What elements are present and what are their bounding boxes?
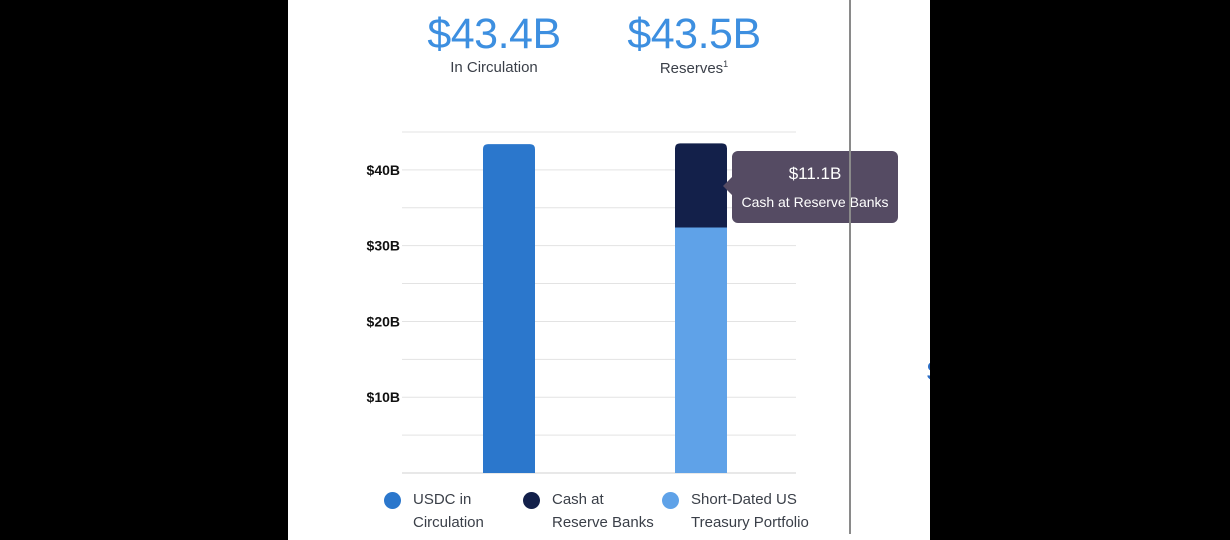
panel-divider <box>849 0 851 534</box>
legend-label-usdc-line1: USDC in <box>413 491 472 508</box>
chart-bars <box>483 143 727 473</box>
bar-segment-short-dated-us-treasury-portfolio[interactable] <box>675 227 727 473</box>
circulation-label: In Circulation <box>450 59 538 76</box>
y-tick-label: $30B <box>367 238 400 254</box>
legend-label-cash-line1: Cash at <box>552 491 604 508</box>
y-tick-label: $20B <box>367 313 400 329</box>
y-tick-label: $40B <box>367 162 400 178</box>
chart-panel: $43.4B In Circulation $43.5B Reserves1 $… <box>288 0 930 540</box>
legend-text-cash: Cash at Reserve Banks <box>552 488 654 534</box>
legend-label-treasury-line2: Treasury Portfolio <box>691 514 809 531</box>
legend-dot-usdc <box>384 492 401 509</box>
tooltip-label: Cash at Reserve Banks <box>741 194 889 210</box>
cropped-glyph: S <box>926 358 930 384</box>
reserves-bar-chart: $10B $20B $30B $40B <box>367 131 796 474</box>
tooltip-value: $11.1B <box>788 164 842 183</box>
y-tick-label: $10B <box>367 389 400 405</box>
legend-item-treasury[interactable]: Short-Dated US Treasury Portfolio <box>662 488 832 534</box>
bar-tooltip: $11.1B Cash at Reserve Banks <box>723 151 898 223</box>
reserves-value: $43.5B <box>627 10 761 58</box>
legend-item-cash[interactable]: Cash at Reserve Banks <box>523 488 663 534</box>
legend-text-usdc: USDC in Circulation <box>413 488 484 534</box>
reserves-label: Reserves <box>659 60 724 77</box>
reserves-label-wrap: Reserves1 <box>614 59 774 77</box>
legend-label-usdc-line2: Circulation <box>413 514 484 531</box>
reserves-footnote[interactable]: 1 <box>723 59 729 69</box>
reserves-stat: $43.5B Reserves1 <box>614 10 774 77</box>
legend-label-treasury-line1: Short-Dated US <box>691 491 797 508</box>
bar-segment-usdc-in-circulation[interactable] <box>483 144 535 473</box>
legend-text-treasury: Short-Dated US Treasury Portfolio <box>691 488 809 534</box>
circulation-value: $43.4B <box>427 10 561 58</box>
legend-label-cash-line2: Reserve Banks <box>552 514 654 531</box>
legend-dot-treasury <box>662 492 679 509</box>
chart-gridlines <box>402 131 796 474</box>
legend-dot-cash <box>523 492 540 509</box>
circulation-stat: $43.4B In Circulation <box>414 10 574 76</box>
y-axis-ticks: $10B $20B $30B $40B <box>367 162 400 405</box>
bar-segment-cash-at-reserve-banks[interactable] <box>675 143 727 228</box>
legend-item-usdc[interactable]: USDC in Circulation <box>384 488 524 534</box>
